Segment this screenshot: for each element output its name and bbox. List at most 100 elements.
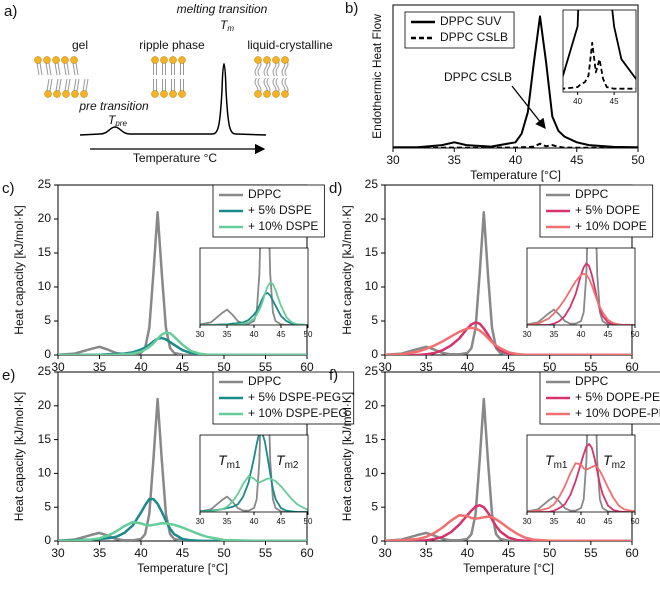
series-line	[385, 514, 632, 541]
inset-x-tick-label: 30	[523, 517, 532, 526]
y-tick-label: 15	[365, 245, 379, 259]
x-tick-label: 45	[570, 153, 584, 167]
x-tick-label: 35	[419, 360, 433, 374]
x-tick-label: 40	[461, 546, 475, 560]
y-tick-label: 20	[38, 398, 52, 412]
lipid-head	[71, 90, 79, 98]
lipid-head	[281, 56, 289, 64]
legend: DPPC SUV DPPC CSLB	[404, 11, 515, 49]
phase-label: gel	[72, 38, 88, 52]
legend-label: + 10% DSPE-PEG	[248, 406, 348, 420]
thermogram	[79, 63, 267, 136]
y-tick-label: 15	[365, 432, 379, 446]
y-tick-label: 10	[365, 279, 379, 293]
lipid-head	[254, 90, 262, 98]
series-line	[200, 435, 308, 512]
legend-label: + 10% DOPE-PEG	[575, 406, 660, 420]
inset-lines	[563, 10, 636, 90]
x-tick-label: 30	[378, 546, 392, 560]
schematic: a) gel ripple phase liquid-crystalline m…	[4, 2, 333, 165]
y-tick-label: 0	[44, 533, 51, 547]
x-tick-label: 50	[217, 360, 231, 374]
y-tick-label: 0	[44, 347, 51, 361]
lipid-head	[52, 56, 60, 64]
inset-x-tick-label: 40	[577, 517, 586, 526]
series-line	[527, 462, 635, 512]
x-tick-label: 55	[584, 360, 598, 374]
inset-x-tick-label: 30	[196, 330, 205, 339]
panel: d) 30 35 40 45 50 55 60 0 5 10 15 20 25 Heat capacity …	[329, 177, 654, 374]
panel-label: b)	[345, 0, 358, 17]
symbol: T	[545, 452, 555, 468]
legend-label: DPPC	[248, 374, 282, 388]
x-tick-label: 60	[300, 360, 314, 374]
x-tick-label: 55	[259, 546, 273, 560]
series-line	[58, 497, 307, 541]
series-line	[58, 336, 307, 355]
plot-lines	[385, 397, 632, 541]
lipid-head	[178, 90, 186, 98]
inset-x-tick-label: 50	[304, 517, 313, 526]
inset-x-tick-label: 50	[631, 517, 640, 526]
legend-label: + 5% DOPE	[575, 203, 640, 217]
y-tick-label: 25	[38, 364, 52, 378]
phase-label: liquid-crystalline	[247, 38, 333, 52]
plot-lines	[393, 15, 638, 148]
panel: f) 30 35 40 45 50 55 60 0 5 10 15 20 25 Temperature [°…	[329, 364, 660, 575]
transition-label: melting transition	[177, 2, 268, 16]
series-line	[385, 321, 632, 355]
x-tick-label: 50	[543, 546, 557, 560]
inset-x-tick-label: 45	[277, 517, 286, 526]
y-tick-label: 15	[38, 432, 52, 446]
x-tick-label: 60	[625, 360, 639, 374]
inset-x-tick-label: 40	[250, 517, 259, 526]
inset-x-tick-label: 45	[610, 97, 619, 106]
series-line	[563, 10, 636, 80]
inset-x-tick-label: 35	[223, 330, 232, 339]
legend: DPPC + 5% DOPE + 10% DOPE	[539, 184, 654, 238]
y-tick-label: 5	[371, 499, 378, 513]
legend-label: DPPC CSLB	[440, 30, 508, 44]
inset-lines	[527, 248, 635, 325]
legend-label: + 10% DOPE	[575, 219, 647, 233]
y-axis-label: Heat capacity [kJ/mol·K]	[12, 392, 26, 521]
lipid-head	[61, 56, 69, 64]
lipid-head	[281, 90, 289, 98]
lipid-head	[151, 56, 159, 64]
y-tick-label: 10	[365, 466, 379, 480]
x-tick-label: 55	[259, 360, 273, 374]
panel-label: e)	[2, 367, 15, 384]
y-tick-label: 10	[38, 279, 52, 293]
lipid-head	[151, 90, 159, 98]
symbol: T	[218, 452, 228, 468]
lipid-head	[44, 90, 52, 98]
panel-label: a)	[4, 3, 17, 20]
phase-label: ripple phase	[139, 38, 205, 52]
x-axis-label: Temperature [°C]	[470, 168, 561, 182]
y-axis-label: Heat capacity [kJ/mol·K]	[340, 392, 354, 521]
series-line	[385, 210, 632, 355]
panel: b) 30 35 40 45 50 Temperature [°C] Endothermic …	[345, 0, 645, 182]
inset-bg	[527, 248, 635, 325]
series-line	[58, 331, 307, 355]
annotation: Tm1	[545, 452, 568, 471]
series-line	[200, 435, 308, 512]
inset-x-tick-label: 35	[550, 330, 559, 339]
inset-x-tick-label: 40	[573, 97, 582, 106]
panel: e) 30 35 40 45 50 55 60 0 5 10 15 20 25 Temperature [°…	[2, 364, 355, 575]
series-line	[527, 443, 635, 512]
x-tick-label: 30	[386, 153, 400, 167]
x-tick-label: 45	[176, 360, 190, 374]
inset-x-tick-label: 35	[550, 517, 559, 526]
x-tick-label: 40	[134, 546, 148, 560]
inset-bg	[200, 435, 308, 512]
y-tick-label: 10	[38, 466, 52, 480]
x-tick-label: 30	[51, 360, 65, 374]
plot-lines	[385, 210, 632, 355]
x-tick-label: 35	[419, 546, 433, 560]
y-tick-label: 5	[44, 499, 51, 513]
plot-lines	[58, 397, 307, 541]
lipid-head	[272, 56, 280, 64]
x-tick-label: 30	[378, 360, 392, 374]
